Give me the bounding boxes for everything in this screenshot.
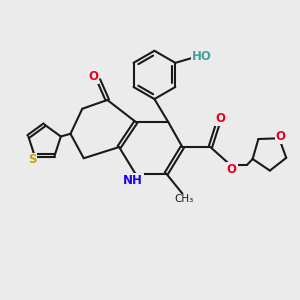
Text: CH₃: CH₃: [174, 194, 194, 205]
Text: NH: NH: [123, 173, 143, 187]
Text: O: O: [215, 112, 225, 125]
Text: O: O: [226, 163, 237, 176]
Text: S: S: [28, 154, 36, 166]
Text: HO: HO: [192, 50, 212, 63]
Text: O: O: [88, 70, 98, 83]
Text: O: O: [276, 130, 286, 143]
